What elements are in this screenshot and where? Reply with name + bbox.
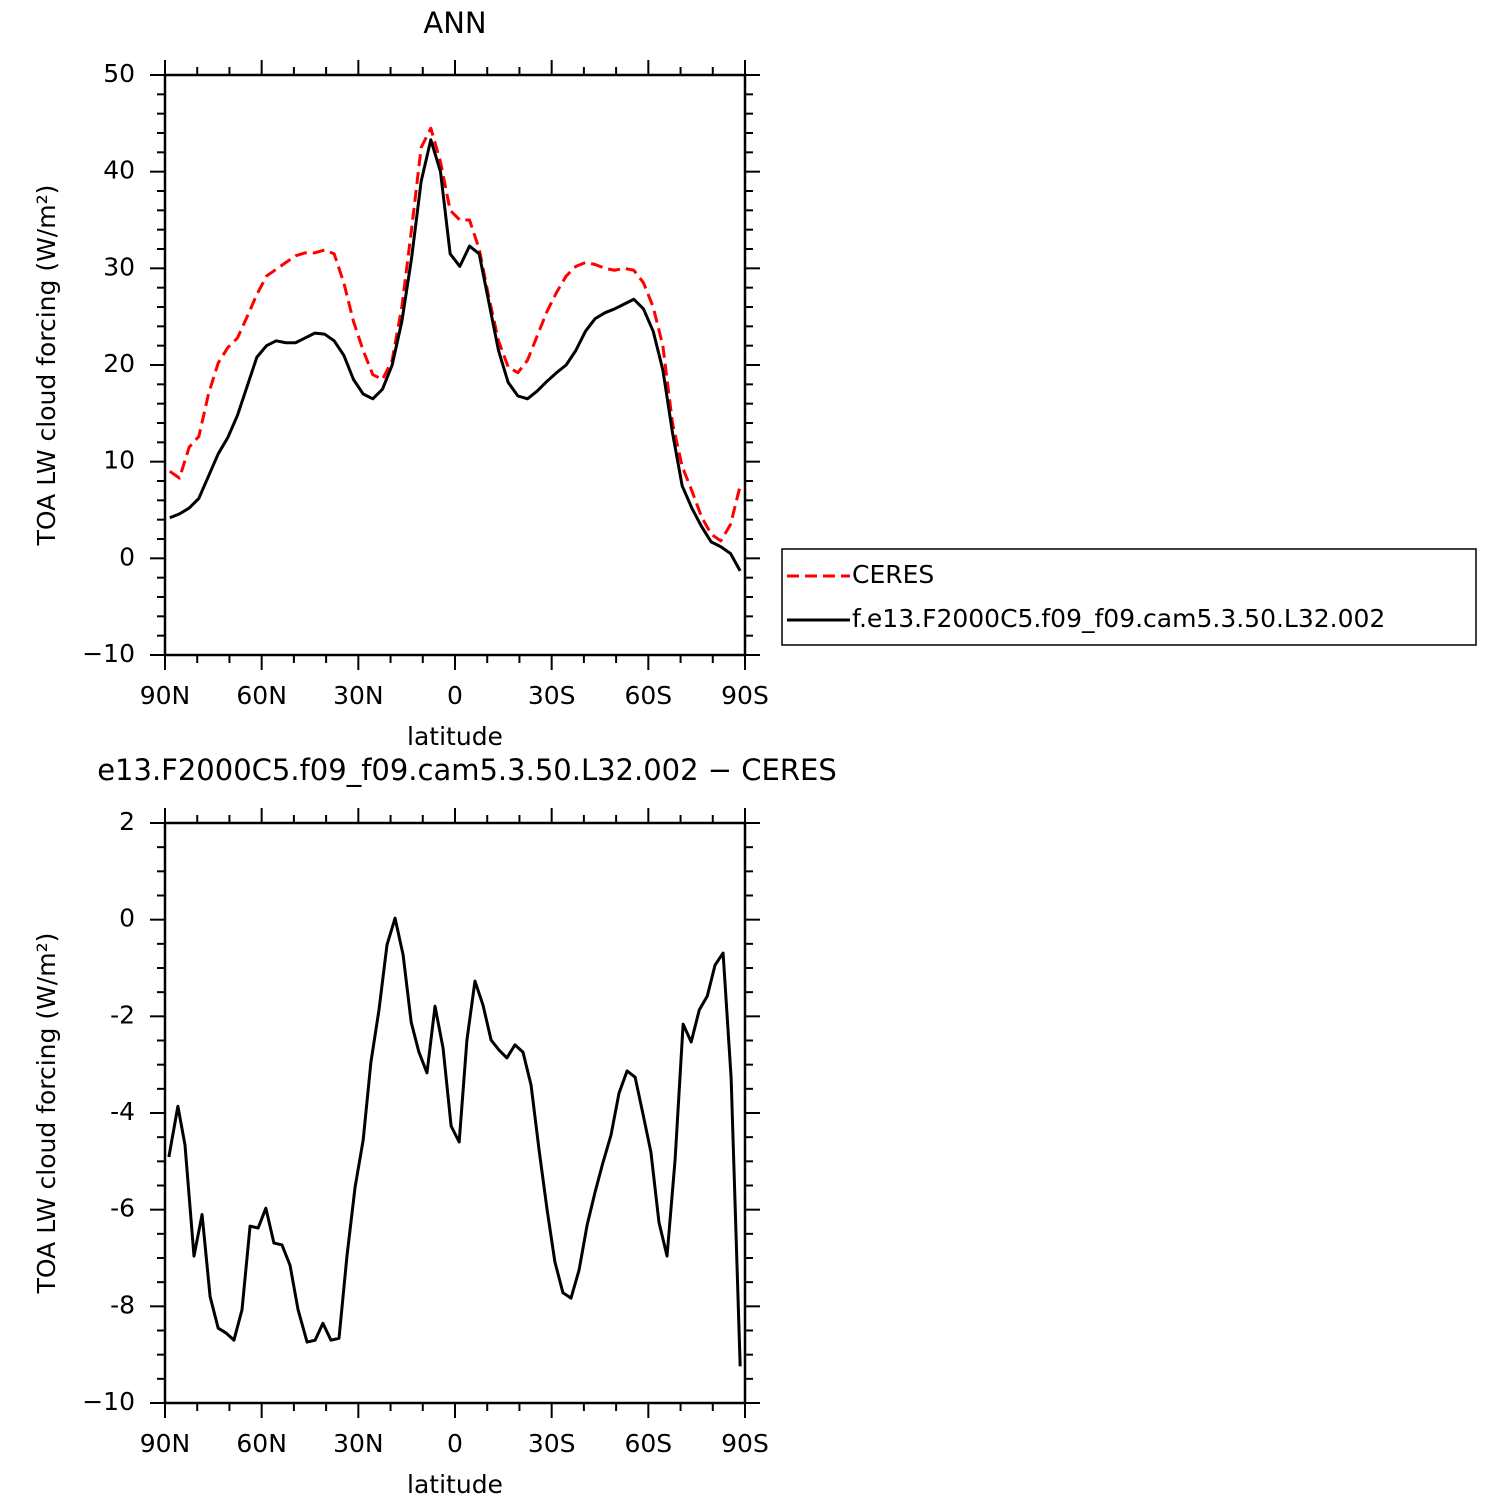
y-tick-label: −10 — [82, 639, 135, 668]
y-tick-label: -2 — [110, 1000, 135, 1029]
chart-title: e13.F2000C5.f09_f09.cam5.3.50.L32.002 − … — [97, 753, 837, 787]
y-tick-label: -4 — [110, 1097, 135, 1126]
x-tick-label: 30S — [528, 1429, 576, 1458]
y-tick-label: 20 — [103, 349, 135, 378]
x-tick-label: 90S — [721, 1429, 769, 1458]
x-axis-label: latitude — [407, 1470, 503, 1499]
x-tick-label: 60N — [236, 681, 287, 710]
y-tick-label: 0 — [119, 542, 135, 571]
x-tick-label: 90N — [140, 681, 191, 710]
x-tick-label: 90S — [721, 681, 769, 710]
y-axis-label: TOA LW cloud forcing (W/m²) — [32, 185, 61, 547]
y-tick-label: 0 — [119, 904, 135, 933]
legend-label: f.e13.F2000C5.f09_f09.cam5.3.50.L32.002 — [852, 604, 1385, 633]
y-tick-label: 2 — [119, 807, 135, 836]
plot-frame — [163, 821, 747, 1405]
chart-title: ANN — [423, 6, 486, 40]
data-line — [168, 126, 742, 543]
x-tick-label: 60S — [624, 681, 672, 710]
y-tick-label: 30 — [103, 252, 135, 281]
y-axis-label: TOA LW cloud forcing (W/m²) — [32, 933, 61, 1295]
y-tick-label: 50 — [103, 59, 135, 88]
y-tick-label: 40 — [103, 156, 135, 185]
y-tick-label: -6 — [110, 1194, 135, 1223]
x-tick-label: 60S — [624, 1429, 672, 1458]
y-tick-label: 10 — [103, 446, 135, 475]
legend-label: CERES — [852, 560, 934, 589]
x-tick-label: 90N — [140, 1429, 191, 1458]
x-tick-label: 30S — [528, 681, 576, 710]
y-tick-label: -8 — [110, 1290, 135, 1319]
y-tick-label: −10 — [82, 1387, 135, 1416]
plot-frame — [163, 73, 747, 657]
data-line — [167, 916, 742, 1367]
legend-box — [781, 548, 1477, 646]
x-tick-label: 60N — [236, 1429, 287, 1458]
x-tick-label: 30N — [333, 681, 384, 710]
x-tick-label: 30N — [333, 1429, 384, 1458]
x-tick-label: 0 — [447, 1429, 463, 1458]
x-axis-label: latitude — [407, 722, 503, 751]
data-line — [169, 138, 742, 572]
x-tick-label: 0 — [447, 681, 463, 710]
